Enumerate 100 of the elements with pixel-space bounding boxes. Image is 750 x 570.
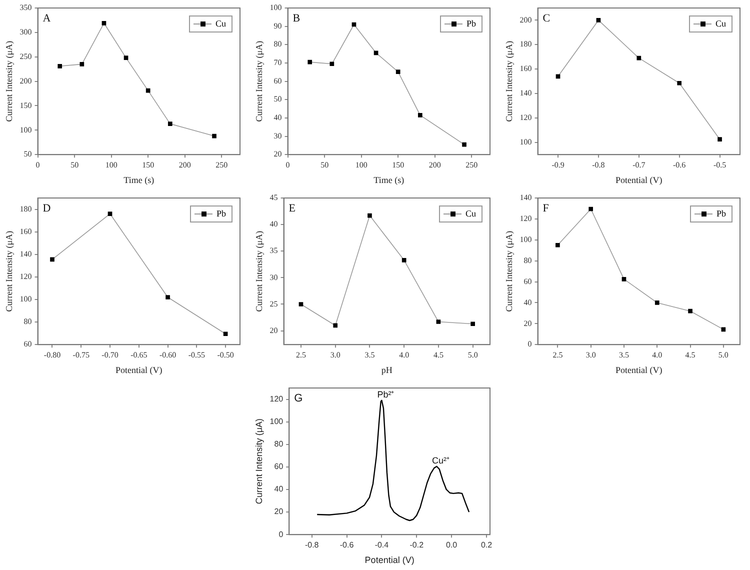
x-tick-label: -0.55 <box>188 350 206 360</box>
y-tick-label: 0 <box>528 340 532 349</box>
point <box>654 300 660 305</box>
y-tick-label: 120 <box>520 113 532 122</box>
y-tick-label: 160 <box>20 226 32 236</box>
x-tick-label: 250 <box>466 160 478 170</box>
y-tick-label: 40 <box>524 298 532 307</box>
x-tick-label: -0.2 <box>410 540 424 550</box>
y-tick-label: 20 <box>274 507 284 516</box>
x-tick-label: 4.0 <box>652 350 662 360</box>
y-tick-label: 60 <box>274 462 284 472</box>
point <box>470 322 475 326</box>
chart-title: B <box>292 12 300 24</box>
y-tick-label: 40 <box>274 484 284 494</box>
x-tick-label: -0.8 <box>592 160 605 170</box>
y-tick-label: 40 <box>274 113 282 122</box>
point <box>298 302 304 306</box>
point <box>223 332 228 336</box>
legend-label: Cu <box>715 18 726 28</box>
x-tick-label: -0.4 <box>374 540 390 550</box>
x-tick-label: -0.70 <box>102 350 118 360</box>
x-tick-label: 5.0 <box>468 350 478 360</box>
y-tick-label: 100 <box>520 234 532 244</box>
x-tick-label: 200 <box>428 160 441 170</box>
point <box>124 56 128 60</box>
x-tick-label: 100 <box>355 160 368 170</box>
x-tick-label: -0.60 <box>159 350 176 360</box>
point <box>556 74 560 79</box>
annotation: Cu²⁺ <box>432 455 450 466</box>
y-tick-label: 140 <box>20 249 32 258</box>
y-tick-label: 80 <box>524 256 532 265</box>
point <box>80 62 84 66</box>
x-tick-label: 0.2 <box>480 540 493 550</box>
y-axis-title: Current Intensity (μA) <box>4 40 14 122</box>
y-tick-label: 80 <box>24 317 32 326</box>
legend-label: Cu <box>465 208 476 218</box>
y-tick-label: 60 <box>274 76 282 86</box>
y-tick-label: 350 <box>20 3 32 12</box>
y-tick-label: 300 <box>20 28 32 37</box>
x-tick-label: -0.7 <box>632 160 646 170</box>
point <box>166 295 170 300</box>
y-tick-label: 0 <box>278 530 284 539</box>
point <box>368 213 372 218</box>
x-tick-label: 150 <box>392 160 404 170</box>
x-axis-title: Potential (V) <box>364 555 414 566</box>
y-tick-label: 100 <box>20 294 32 304</box>
x-tick-label: 200 <box>178 160 191 170</box>
x-tick-label: 50 <box>70 160 79 170</box>
x-tick-label: 250 <box>216 160 228 170</box>
point <box>168 122 172 126</box>
legend-label: Cu <box>215 18 226 28</box>
point <box>333 323 338 328</box>
y-tick-label: 100 <box>270 3 282 12</box>
y-tick-label: 45 <box>270 193 278 202</box>
y-tick-label: 60 <box>524 276 532 286</box>
x-tick-label: 3.0 <box>586 350 596 360</box>
chart-title: E <box>288 202 296 214</box>
point <box>58 64 62 68</box>
annotation: Pb²⁺ <box>377 389 394 400</box>
y-tick-label: 40 <box>270 220 278 229</box>
point <box>588 206 594 212</box>
point <box>212 134 216 138</box>
x-tick-label: 2.5 <box>552 350 563 360</box>
x-axis-title: Time (s) <box>124 174 154 185</box>
y-tick-label: 70 <box>274 58 282 68</box>
point <box>688 308 692 314</box>
x-tick-label: -0.80 <box>44 350 61 360</box>
point <box>308 60 312 64</box>
y-tick-label: 25 <box>270 299 278 308</box>
point <box>396 70 400 74</box>
x-tick-label: -0.6 <box>673 160 686 170</box>
y-tick-label: 160 <box>520 64 532 74</box>
x-tick-label: 4.5 <box>685 350 696 360</box>
y-axis-title: Current Intensity (μA) <box>254 40 264 122</box>
y-tick-label: 20 <box>274 150 282 159</box>
y-tick-label: 180 <box>20 204 32 214</box>
x-tick-label: 0.0 <box>446 540 458 550</box>
legend-label: Pb <box>716 208 726 218</box>
x-tick-label: 4.0 <box>399 350 410 360</box>
y-tick-label: 90 <box>274 21 282 30</box>
y-tick-label: 100 <box>270 417 284 426</box>
point <box>102 20 106 26</box>
x-tick-label: 4.5 <box>433 350 444 360</box>
point <box>622 276 626 282</box>
y-tick-label: 140 <box>520 88 532 98</box>
chart-title: C <box>542 12 550 24</box>
x-tick-label: 0 <box>286 160 290 170</box>
x-tick-label: -0.6 <box>340 540 354 550</box>
x-tick-label: 50 <box>320 160 329 170</box>
x-tick-label: 2.5 <box>296 350 306 360</box>
y-tick-label: 20 <box>524 318 532 328</box>
y-tick-label: 200 <box>520 15 532 24</box>
x-tick-label: -0.8 <box>304 540 320 550</box>
x-tick-label: -0.65 <box>130 350 148 360</box>
point <box>721 327 726 332</box>
point <box>718 137 722 142</box>
x-axis-title: Potential (V) <box>616 364 662 375</box>
chart-title: G <box>294 392 303 405</box>
chart-title: F <box>542 202 549 214</box>
point <box>374 50 378 56</box>
